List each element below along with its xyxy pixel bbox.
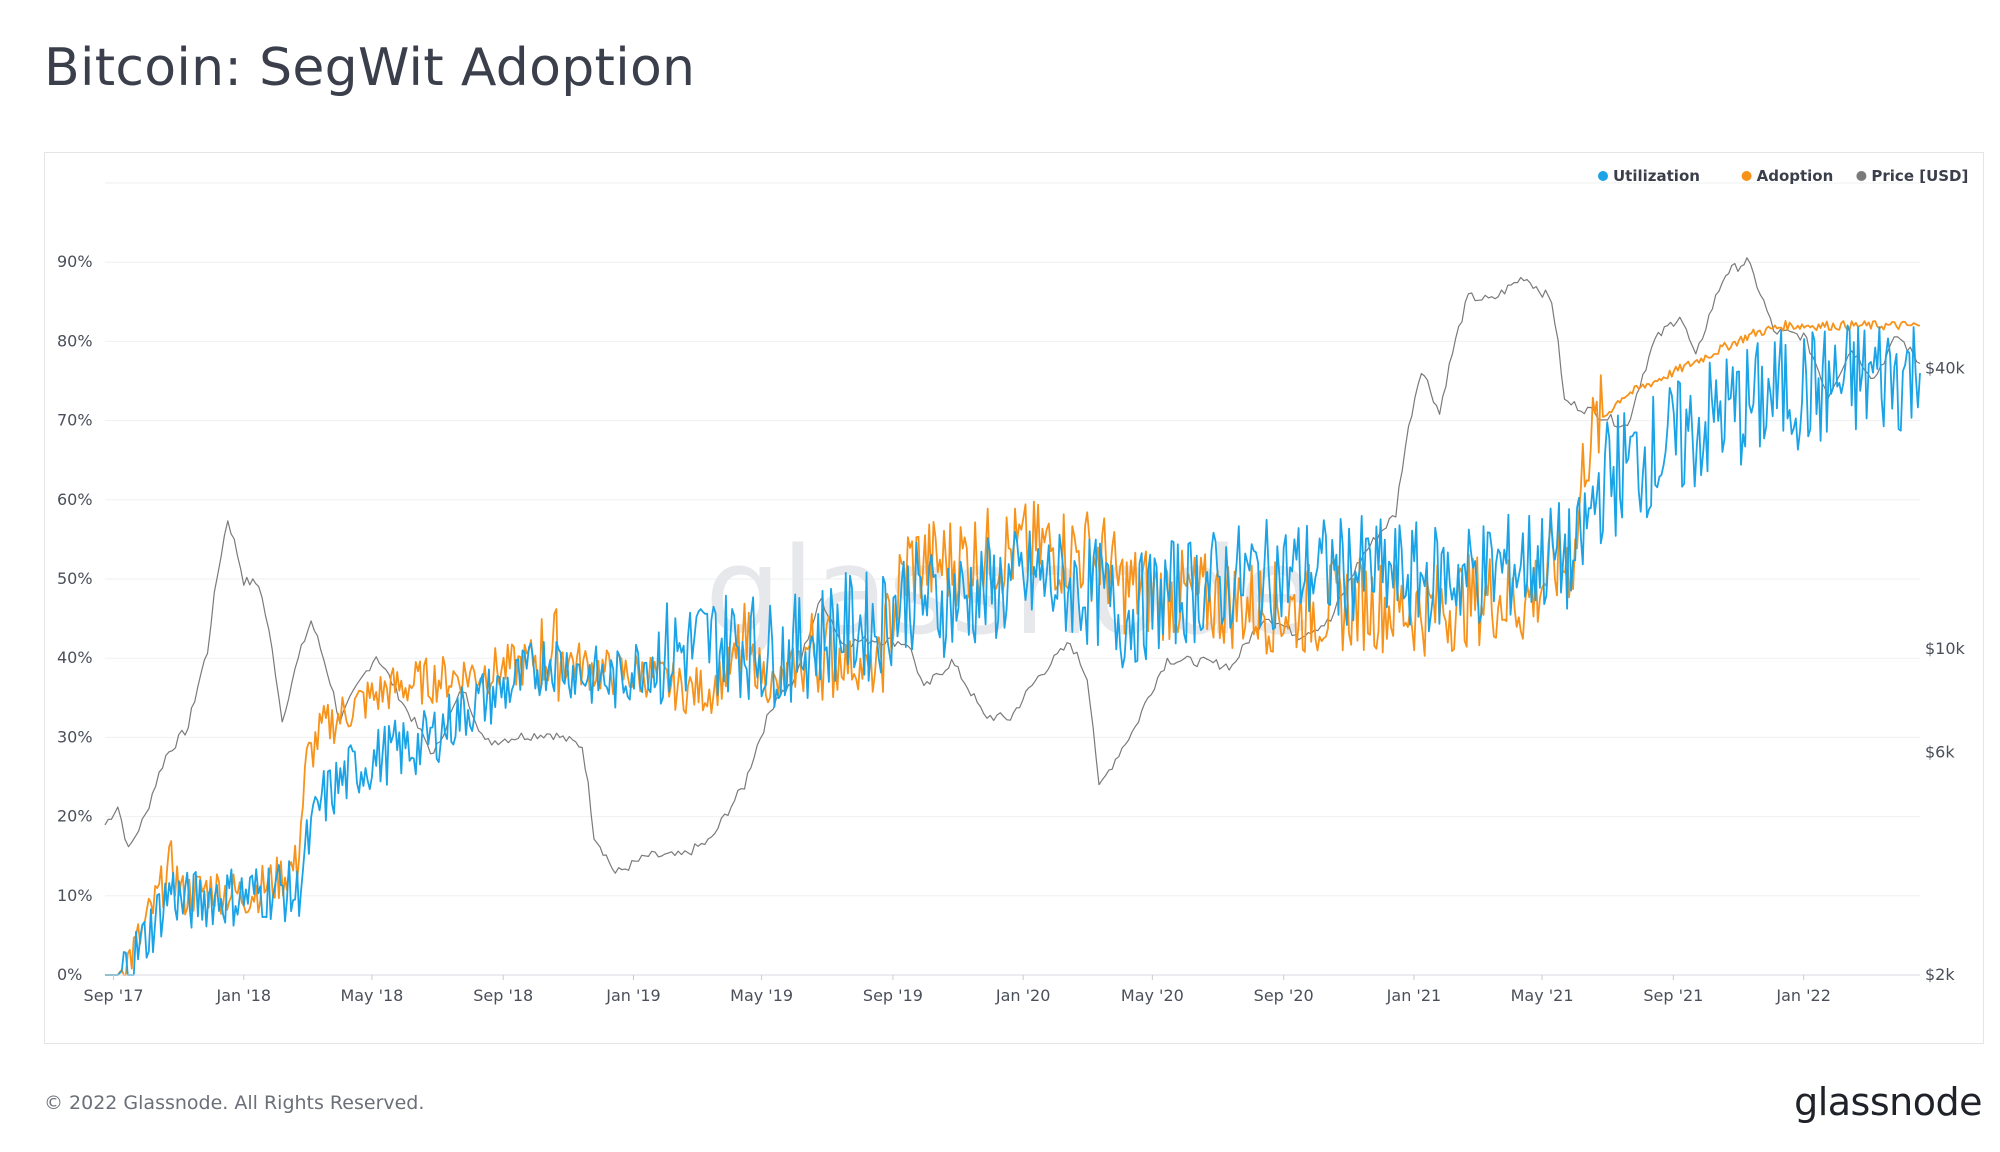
price-usd-legend-label[interactable]: Price [USD] <box>1871 167 1968 185</box>
price-usd-legend-dot[interactable] <box>1856 171 1867 181</box>
y-tick-label: 0% <box>57 965 82 984</box>
series-lines <box>104 257 1921 976</box>
price-usd-series-line <box>104 257 1921 874</box>
x-tick-label: Jan '19 <box>605 986 661 1005</box>
segwit-chart: glassnode 0%10%20%30%40%50%60%70%80%90%$… <box>57 167 1968 1005</box>
glassnode-logo[interactable]: glassnode <box>1794 1080 1982 1124</box>
x-tick-label: Sep '19 <box>863 986 923 1005</box>
x-tick-label: Sep '17 <box>84 986 144 1005</box>
y-tick-label: 40% <box>57 648 93 667</box>
chart-panel: glassnode 0% 10% 20% 30% 40% 50% 60% 70% 80% 90% $… <box>44 152 1984 1044</box>
price-tick-label: $10k <box>1925 639 1966 658</box>
utilization-legend-dot[interactable] <box>1598 171 1608 181</box>
price-tick-label: $2k <box>1925 965 1955 984</box>
utilization-legend-label[interactable]: Utilization <box>1613 167 1700 185</box>
price-tick-label: $40k <box>1925 359 1966 378</box>
chart-legend[interactable]: Utilization Adoption Price [USD] <box>1598 167 1968 185</box>
y-tick-label: 10% <box>57 886 93 905</box>
y-tick-label: 20% <box>57 807 93 826</box>
adoption-legend-dot[interactable] <box>1741 171 1752 181</box>
y-tick-label: 80% <box>57 331 93 350</box>
x-tick-label: Sep '21 <box>1643 986 1703 1005</box>
adoption-series-line <box>105 320 1921 976</box>
x-tick-label: Jan '22 <box>1775 986 1831 1005</box>
x-tick-label: May '20 <box>1121 986 1184 1005</box>
y-tick-label: 60% <box>57 490 93 509</box>
y-tick-label: 70% <box>57 411 93 430</box>
y-tick-label: 50% <box>57 569 93 588</box>
price-tick-label: $6k <box>1925 743 1955 762</box>
x-tick-label: May '19 <box>730 986 793 1005</box>
x-tick-label: Sep '20 <box>1254 986 1314 1005</box>
y-tick-label: 30% <box>57 727 93 746</box>
y-tick-label: 90% <box>57 252 93 271</box>
copyright-text: © 2022 Glassnode. All Rights Reserved. <box>44 1092 425 1114</box>
x-tick-label: May '21 <box>1511 986 1574 1005</box>
x-tick-label: Jan '20 <box>995 986 1051 1005</box>
x-tick-label: Sep '18 <box>473 986 533 1005</box>
x-tick-label: Jan '18 <box>216 986 272 1005</box>
page-title: Bitcoin: SegWit Adoption <box>44 38 696 98</box>
x-tick-label: Jan '21 <box>1386 986 1442 1005</box>
x-tick-label: May '18 <box>340 986 403 1005</box>
utilization-series-line <box>105 324 1921 976</box>
adoption-legend-label[interactable]: Adoption <box>1757 167 1834 185</box>
axes: 0% 10% 20% 30% 40% 50% 60% 70% 80% 90% $2k $6k $10k $… <box>57 252 1966 1005</box>
